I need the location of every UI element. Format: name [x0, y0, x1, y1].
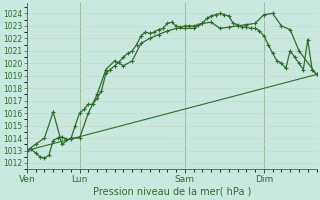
X-axis label: Pression niveau de la mer( hPa ): Pression niveau de la mer( hPa )	[92, 187, 251, 197]
